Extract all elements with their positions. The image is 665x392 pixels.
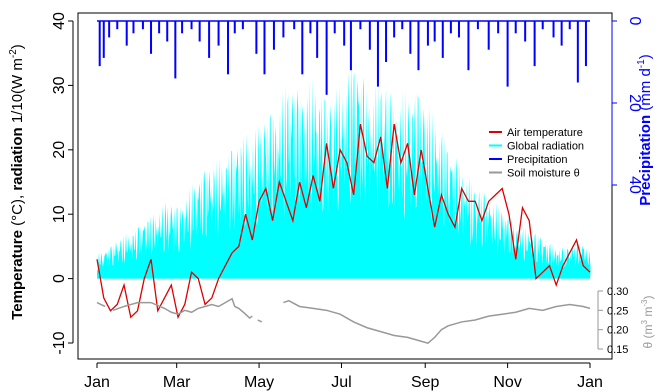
precipitation-bar [301,21,304,75]
precip-tick-label: 0 [626,17,643,26]
precipitation-bar [233,21,236,34]
precipitation-bar [514,21,517,34]
soil-moisture-line [283,299,591,345]
temperature-line [96,123,591,320]
precipitation-bar [401,21,404,30]
precipitation-bar [409,21,412,54]
precipitation-bar [487,21,490,50]
precipitation-bar [349,21,352,71]
precipitation-bar [376,21,379,87]
legend: Air temperature Global radiationPrecipita… [489,127,584,180]
precipitation-bar [393,21,396,38]
soil-moisture-line-layer [96,297,591,345]
soil-moisture-line [96,301,106,308]
soil-tick-label: 0.15 [607,344,628,356]
legend-label: Precipitation [507,154,568,166]
precipitation-bar [576,21,579,83]
precipitation-bar [125,21,128,46]
precipitation-bar [208,21,211,58]
precip-tick-label: 20 [626,94,643,112]
precipitation-bar [293,21,296,30]
precipitation-bar [190,21,193,30]
left-tick-label: 0 [51,274,68,283]
soil-tick-label: 0.25 [607,305,628,317]
precipitation-bar [457,21,460,38]
precipitation-bar [316,21,319,58]
temperature-line-layer [96,123,591,320]
precipitation-bar [359,21,362,30]
precipitation-bar [217,21,220,46]
precipitation-bar [102,21,105,58]
precipitation-bar [441,21,444,58]
x-tick-label: Sep [411,374,440,391]
x-tick-label: Jan [577,374,603,391]
precipitation-bar [150,21,153,54]
precipitation-bar [198,21,201,42]
precipitation-bar [166,21,169,42]
precipitation-bar [132,21,135,34]
precipitation-bar [467,21,470,71]
precipitation-bar [325,21,328,95]
precipitation-bar [241,21,244,30]
precipitation-bar [333,21,336,34]
soil-tick-label: 0.20 [607,325,628,337]
precipitation-bar [282,21,285,38]
plot-frame [77,12,613,360]
precipitation-bar [433,21,436,42]
x-tick-label: Nov [493,374,521,391]
soil-moisture-line [112,297,253,320]
precipitation-bar [568,21,571,30]
precipitation-bar [98,21,101,67]
precipitation-bar [227,21,230,75]
x-tick-label: May [244,374,274,391]
radiation-area-layer [97,64,591,279]
precipitation-bar [174,21,177,79]
legend-label: Soil moisture θ [507,168,580,180]
precipitation-bar [533,21,536,67]
left-axis-label: Temperature (°C), radiation 1/10(W m-2) [8,44,26,320]
axes-layer: Jan Mar May Jul Sep Nov Jan -10 0 10 20 30 40 Tempera… [8,12,655,391]
soil-tick-label: 0.30 [607,286,628,298]
precipitation-bar [158,21,161,34]
precip-axis-label: Precipitation (mm d-1) [636,54,654,205]
precipitation-bar [560,21,563,46]
precipitation-bar [385,21,388,62]
legend-label: Air temperature [507,127,583,139]
precipitation-bar [181,21,184,34]
left-tick-label: -10 [51,331,68,354]
soil-moisture-line [257,319,263,323]
precipitation-bar [309,21,312,34]
precipitation-bar [368,21,371,50]
precipitation-bar [116,21,119,30]
precipitation-bar [449,21,452,34]
left-tick-label: 10 [51,205,68,223]
precipitation-bar [141,21,144,30]
precipitation-bar [506,21,509,87]
radiation-area [97,64,591,279]
precipitation-bar [272,21,275,50]
precipitation-bar [263,21,266,75]
precipitation-bar [426,21,429,46]
precip-tick-label: 40 [626,176,643,194]
x-tick-label: Jul [331,374,351,391]
precipitation-bar [584,21,587,67]
soil-axis-label: θ (m3 m-3) [640,296,655,349]
precipitation-bar [108,21,111,38]
x-tick-label: Mar [163,374,191,391]
x-tick-label: Jan [84,374,110,391]
precipitation-bar [343,21,346,46]
precipitation-bar [476,21,479,30]
left-tick-label: 30 [51,76,68,94]
precipitation-bar [255,21,258,54]
left-tick-label: 40 [51,12,68,30]
left-tick-label: 20 [51,141,68,159]
precipitation-bar [552,21,555,38]
precipitation-bar [417,21,420,71]
precipitation-bars-layer [97,20,590,95]
precipitation-bar [524,21,527,42]
legend-label: Global radiation [507,141,584,153]
precipitation-bar [541,21,544,30]
precipitation-bar [497,21,500,34]
